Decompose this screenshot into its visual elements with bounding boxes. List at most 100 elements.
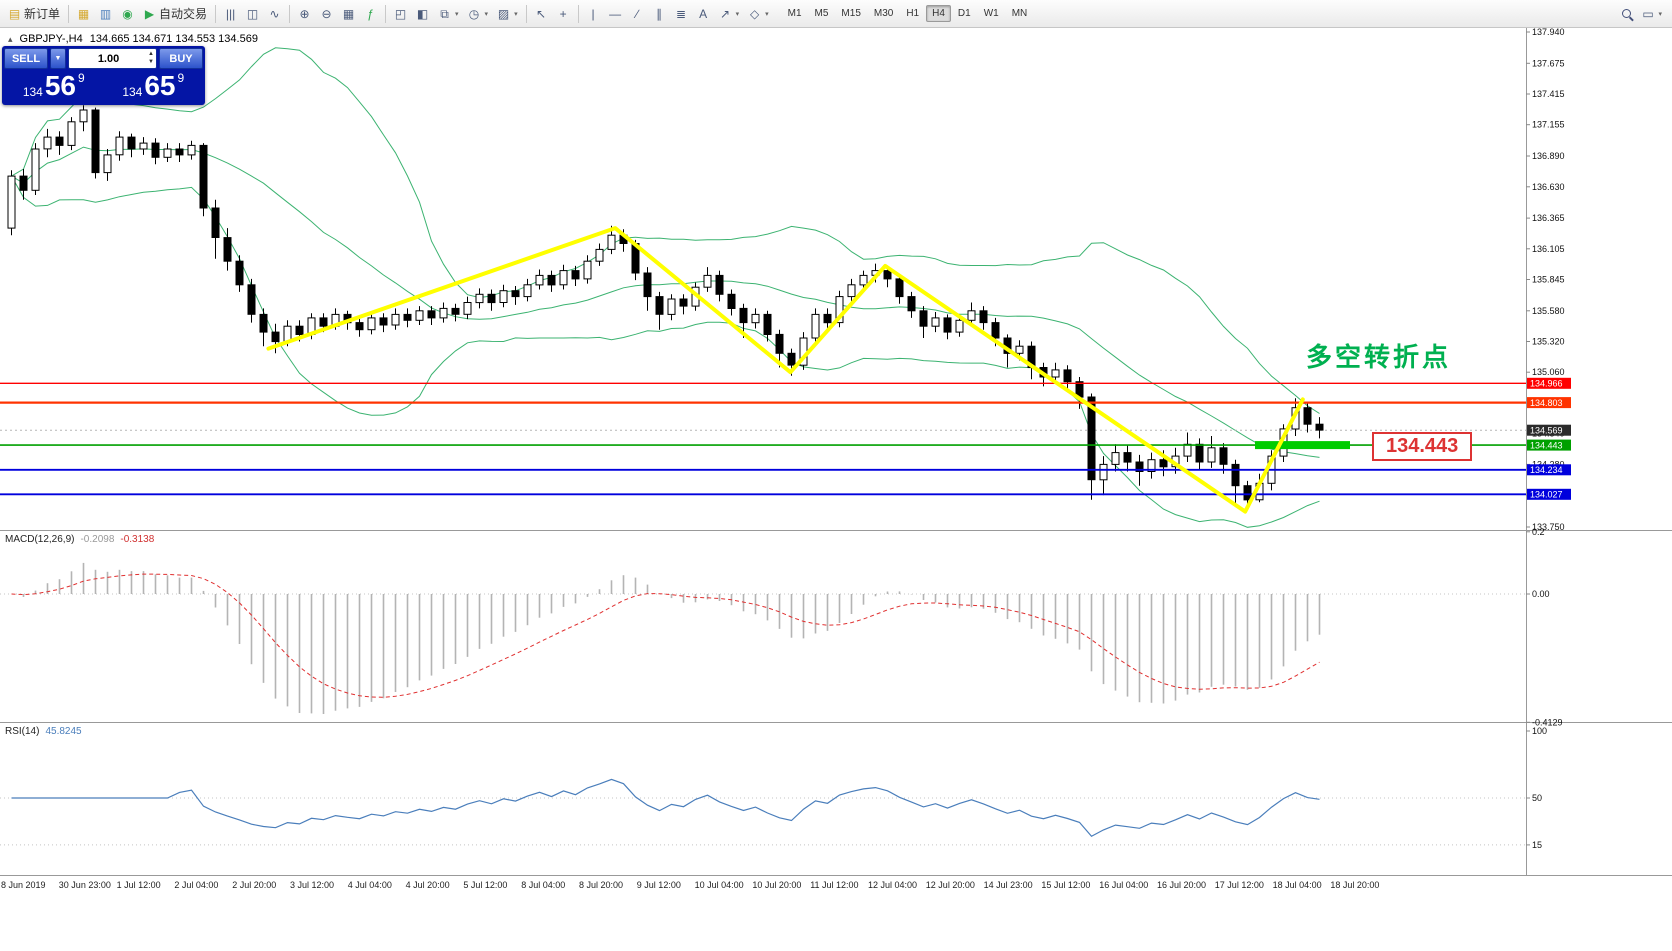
timeframe-m15-button[interactable]: M15	[841, 8, 861, 19]
trend-zigzag-line[interactable]	[266, 226, 1305, 514]
new-order-button[interactable]: ▤ 新订单	[4, 3, 64, 24]
horizontal-line-icon[interactable]: —	[605, 6, 626, 22]
arrows-icon[interactable]: ↗ ▾	[715, 6, 744, 22]
svg-text:137.940: 137.940	[1532, 28, 1565, 37]
timeframe-m1-button[interactable]: M1	[787, 8, 802, 19]
svg-text:16 Jul 04:00: 16 Jul 04:00	[1099, 880, 1148, 890]
chart-canvas[interactable]: 137.940 137.675 137.415 137.155 136.890 136.6…	[0, 28, 1672, 951]
chevron-down-icon: ▾	[765, 10, 769, 18]
candlestick-chart-icon: ◫	[246, 6, 259, 21]
sell-button[interactable]: SELL	[4, 48, 48, 69]
price-badge: 134.803	[1527, 397, 1571, 409]
svg-text:8 Jun 2019: 8 Jun 2019	[1, 880, 46, 890]
buy-price-big: 65	[144, 70, 176, 101]
buy-button[interactable]: BUY	[159, 48, 203, 69]
candlesticks	[7, 105, 1324, 510]
line-chart-icon[interactable]: ∿	[264, 6, 285, 22]
sell-price[interactable]: 134 56 9	[4, 69, 104, 103]
chevron-down-icon: ▾	[514, 10, 518, 18]
svg-text:134.443: 134.443	[1530, 440, 1563, 450]
auto-trading-button[interactable]: ▶ 自动交易	[139, 3, 211, 24]
svg-text:18 Jul 20:00: 18 Jul 20:00	[1330, 880, 1379, 890]
price-badge: 134.027	[1527, 488, 1571, 500]
toolbar-right-group: ▭ ▾	[1618, 6, 1668, 22]
candlestick-chart-icon[interactable]: ◫	[242, 6, 263, 22]
symbol-title: GBPJPY-,H4	[19, 33, 83, 45]
timeframe-h4-button[interactable]: H4	[926, 5, 951, 22]
volume-spinner: ▲ ▼	[148, 49, 156, 68]
level-lines	[0, 382, 1526, 496]
toolbar-separator	[215, 4, 217, 23]
timeframe-mn-button[interactable]: MN	[1011, 8, 1028, 19]
one-click-trading-panel: SELL ▼ ▲▼ BUY 134 56 9 134 65 9	[2, 46, 205, 105]
svg-text:10 Jul 20:00: 10 Jul 20:00	[752, 880, 801, 890]
fibonacci-icon[interactable]: ≣	[671, 6, 692, 22]
timeframe-m30-button[interactable]: M30	[873, 8, 894, 19]
text-label-icon[interactable]: A	[693, 6, 714, 22]
crosshair-icon[interactable]: +	[553, 6, 574, 22]
timeframe-d1-button[interactable]: D1	[957, 8, 971, 19]
svg-text:134.569: 134.569	[1530, 425, 1563, 435]
text-label-icon: A	[699, 6, 708, 21]
cursor-icon[interactable]: ↖	[531, 6, 552, 22]
search-button[interactable]	[1618, 7, 1635, 20]
svg-text:135.580: 135.580	[1532, 306, 1565, 316]
spinner-down-icon[interactable]: ▼	[148, 58, 154, 65]
volume-dropdown-button[interactable]: ▼	[50, 48, 66, 69]
main-toolbar: ▤ 新订单 ▦ ▥ ◉ ▶ 自动交易 ||| ◫ ∿ ⊕ ⊖ ▦ ƒ ◰ ◧ ⧉ ▾ ◷ ▾ ▨ ▾ ↖ + | — ∕ ∥ ≣ A ↗ ▾ ◇…	[0, 0, 1672, 28]
vertical-line-icon[interactable]: |	[583, 6, 604, 22]
bars-chart-icon: |||	[225, 6, 236, 21]
svg-text:11 Jul 12:00: 11 Jul 12:00	[810, 880, 858, 890]
market-watch-icon: ◉	[122, 6, 133, 21]
chevron-down-icon: ▼	[54, 55, 62, 62]
market-watch-icon[interactable]: ◉	[117, 6, 138, 22]
indicators-icon[interactable]: ƒ	[360, 6, 381, 22]
timeframe-clock-icon[interactable]: ◷ ▾	[464, 6, 493, 22]
svg-text:-0.4129: -0.4129	[1532, 717, 1563, 727]
chevron-down-icon: ▾	[455, 10, 459, 18]
profiles-icon: ▦	[77, 6, 90, 21]
highlight-segment[interactable]	[1255, 441, 1350, 450]
fibonacci-icon: ≣	[676, 6, 687, 21]
timeframe-w1-button[interactable]: W1	[983, 8, 999, 19]
charts-icon[interactable]: ▥	[95, 6, 116, 22]
zoom-in-icon[interactable]: ⊕	[294, 6, 315, 22]
channel-icon[interactable]: ∥	[649, 6, 670, 22]
profiles-icon[interactable]: ▦	[73, 6, 94, 22]
svg-text:15 Jul 12:00: 15 Jul 12:00	[1041, 880, 1090, 890]
symbol-marker-icon: ▴	[8, 33, 13, 44]
templates-icon[interactable]: ▨ ▾	[493, 6, 522, 22]
shapes-icon[interactable]: ◇ ▾	[744, 6, 773, 22]
svg-text:5 Jul 12:00: 5 Jul 12:00	[463, 880, 507, 890]
line-chart-icon: ∿	[269, 6, 280, 21]
macd-label: MACD(12,26,9) -0.2098 -0.3138	[5, 534, 154, 545]
macd-signal-line	[11, 573, 1320, 698]
svg-text:0.00: 0.00	[1532, 589, 1550, 599]
svg-text:4 Jul 20:00: 4 Jul 20:00	[406, 880, 450, 890]
svg-text:135.845: 135.845	[1532, 275, 1565, 285]
buy-price[interactable]: 134 65 9	[104, 69, 204, 103]
grid-icon[interactable]: ▦	[338, 6, 359, 22]
svg-text:135.320: 135.320	[1532, 337, 1565, 347]
tile-horizontal-icon[interactable]: ◧	[412, 6, 433, 22]
cascade-windows-icon[interactable]: ⧉ ▾	[434, 6, 463, 22]
tile-windows-icon: ◰	[394, 6, 407, 21]
bars-chart-icon[interactable]: |||	[220, 6, 241, 22]
zoom-in-icon: ⊕	[299, 6, 310, 21]
timeframe-h1-button[interactable]: H1	[906, 8, 920, 19]
spinner-up-icon[interactable]: ▲	[148, 51, 154, 58]
price-callout-label[interactable]: 134.443	[1372, 432, 1473, 461]
tile-windows-icon[interactable]: ◰	[390, 6, 411, 22]
turning-point-annotation: 多空转折点	[1306, 342, 1452, 372]
volume-input[interactable]	[69, 49, 149, 68]
trendline-icon[interactable]: ∕	[627, 6, 648, 22]
svg-text:15: 15	[1532, 840, 1542, 850]
svg-text:12 Jul 20:00: 12 Jul 20:00	[926, 880, 975, 890]
terminal-icon: ▭	[1642, 6, 1654, 21]
svg-text:10 Jul 04:00: 10 Jul 04:00	[695, 880, 744, 890]
cascade-windows-icon: ⧉	[440, 6, 449, 21]
terminal-button[interactable]: ▭ ▾	[1637, 6, 1666, 22]
timeframe-m5-button[interactable]: M5	[814, 8, 829, 19]
zoom-out-icon[interactable]: ⊖	[316, 6, 337, 22]
trade-controls-row: SELL ▼ ▲▼ BUY	[4, 48, 203, 69]
